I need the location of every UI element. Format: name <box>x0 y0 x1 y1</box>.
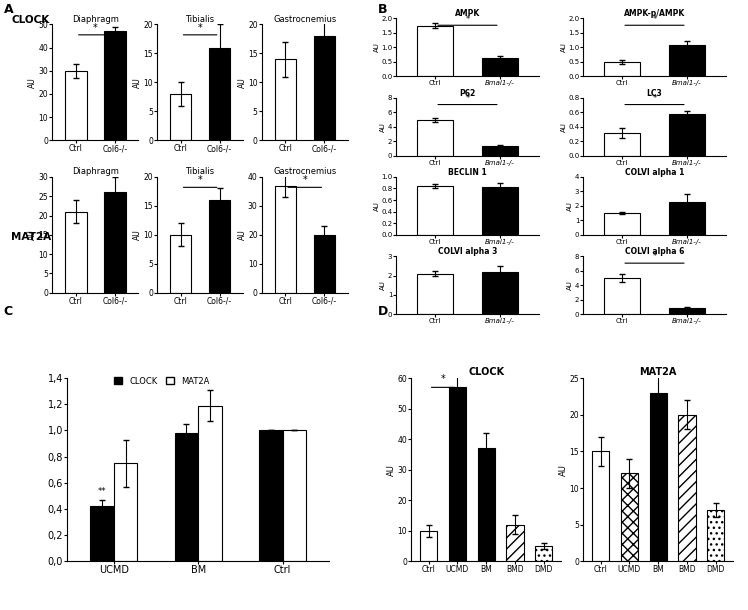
Y-axis label: AU: AU <box>381 121 387 132</box>
Text: *: * <box>652 15 657 24</box>
Title: COLVI alpha 3: COLVI alpha 3 <box>438 247 497 256</box>
Title: COLVI alpha 1: COLVI alpha 1 <box>625 168 684 177</box>
Bar <box>209 48 230 140</box>
Bar <box>104 31 126 140</box>
Bar <box>313 235 335 293</box>
Y-axis label: AU: AU <box>561 121 567 132</box>
Title: AMPK: AMPK <box>455 9 480 18</box>
Title: Diaphragm: Diaphragm <box>72 15 119 24</box>
Bar <box>275 185 296 293</box>
Bar <box>669 114 705 156</box>
Y-axis label: AU: AU <box>381 280 387 290</box>
Bar <box>604 62 640 76</box>
Text: *: * <box>465 94 470 103</box>
Text: C: C <box>4 305 13 318</box>
Y-axis label: AU: AU <box>387 464 396 476</box>
Bar <box>417 120 453 156</box>
Title: BECLIN 1: BECLIN 1 <box>448 168 487 177</box>
Y-axis label: AU: AU <box>374 201 380 211</box>
Title: MAT2A: MAT2A <box>640 367 677 378</box>
Title: LC3: LC3 <box>646 88 663 98</box>
Bar <box>621 473 638 561</box>
Y-axis label: AU: AU <box>238 229 247 240</box>
Text: *: * <box>302 175 307 185</box>
Bar <box>417 186 453 235</box>
Bar <box>65 71 87 140</box>
Text: **: ** <box>98 487 106 496</box>
Bar <box>104 192 126 293</box>
Bar <box>313 36 335 140</box>
Bar <box>592 451 610 561</box>
Text: *: * <box>652 94 657 103</box>
Bar <box>90 506 114 561</box>
Bar <box>669 309 705 314</box>
Y-axis label: AU: AU <box>238 77 247 88</box>
Bar <box>417 26 453 76</box>
Text: CLOCK: CLOCK <box>11 15 49 25</box>
Bar <box>65 212 87 293</box>
Title: AMPK-p/AMPK: AMPK-p/AMPK <box>624 9 685 18</box>
Bar <box>482 59 518 76</box>
Text: *: * <box>197 175 203 185</box>
Title: Gastrocnemius: Gastrocnemius <box>273 167 337 176</box>
Y-axis label: AU: AU <box>28 229 37 240</box>
Text: MAT2A: MAT2A <box>11 232 52 242</box>
Bar <box>506 525 524 561</box>
Bar <box>275 59 296 140</box>
Text: B: B <box>378 3 387 16</box>
Y-axis label: AU: AU <box>28 77 37 88</box>
Y-axis label: AU: AU <box>568 201 574 211</box>
Bar <box>482 187 518 235</box>
Bar <box>477 448 495 561</box>
Bar <box>604 213 640 235</box>
Bar <box>114 463 138 561</box>
Title: CLOCK: CLOCK <box>468 367 504 378</box>
Title: Diaphragm: Diaphragm <box>72 167 119 176</box>
Bar <box>482 271 518 314</box>
Y-axis label: AU: AU <box>133 77 142 88</box>
Y-axis label: AU: AU <box>568 280 574 290</box>
Y-axis label: AU: AU <box>133 229 142 240</box>
Text: *: * <box>93 23 98 32</box>
Bar <box>604 278 640 314</box>
Bar <box>649 393 667 561</box>
Bar <box>482 146 518 156</box>
Bar <box>170 235 191 293</box>
Bar <box>174 433 198 561</box>
Bar <box>678 415 696 561</box>
Bar <box>604 133 640 156</box>
Text: *: * <box>652 253 657 262</box>
Y-axis label: AU: AU <box>560 464 568 476</box>
Text: *: * <box>197 23 203 32</box>
Bar <box>669 201 705 235</box>
Title: COLVI alpha 6: COLVI alpha 6 <box>625 247 684 256</box>
Bar <box>209 200 230 293</box>
Legend: CLOCK, MAT2A: CLOCK, MAT2A <box>111 373 212 389</box>
Text: A: A <box>4 3 13 16</box>
Bar <box>535 546 552 561</box>
Text: *: * <box>465 15 470 24</box>
Bar <box>198 406 222 561</box>
Bar <box>669 45 705 76</box>
Title: Gastrocnemius: Gastrocnemius <box>273 15 337 24</box>
Bar <box>283 431 307 561</box>
Bar <box>449 387 466 561</box>
Bar <box>259 431 283 561</box>
Bar <box>420 531 438 561</box>
Bar <box>707 510 724 561</box>
Title: P62: P62 <box>459 88 476 98</box>
Y-axis label: AU: AU <box>561 42 567 52</box>
Bar <box>417 273 453 314</box>
Bar <box>170 94 191 140</box>
Title: Tibialis: Tibialis <box>186 167 215 176</box>
Title: Tibialis: Tibialis <box>186 15 215 24</box>
Y-axis label: AU: AU <box>374 42 380 52</box>
Text: D: D <box>378 305 388 318</box>
Text: *: * <box>441 375 445 384</box>
